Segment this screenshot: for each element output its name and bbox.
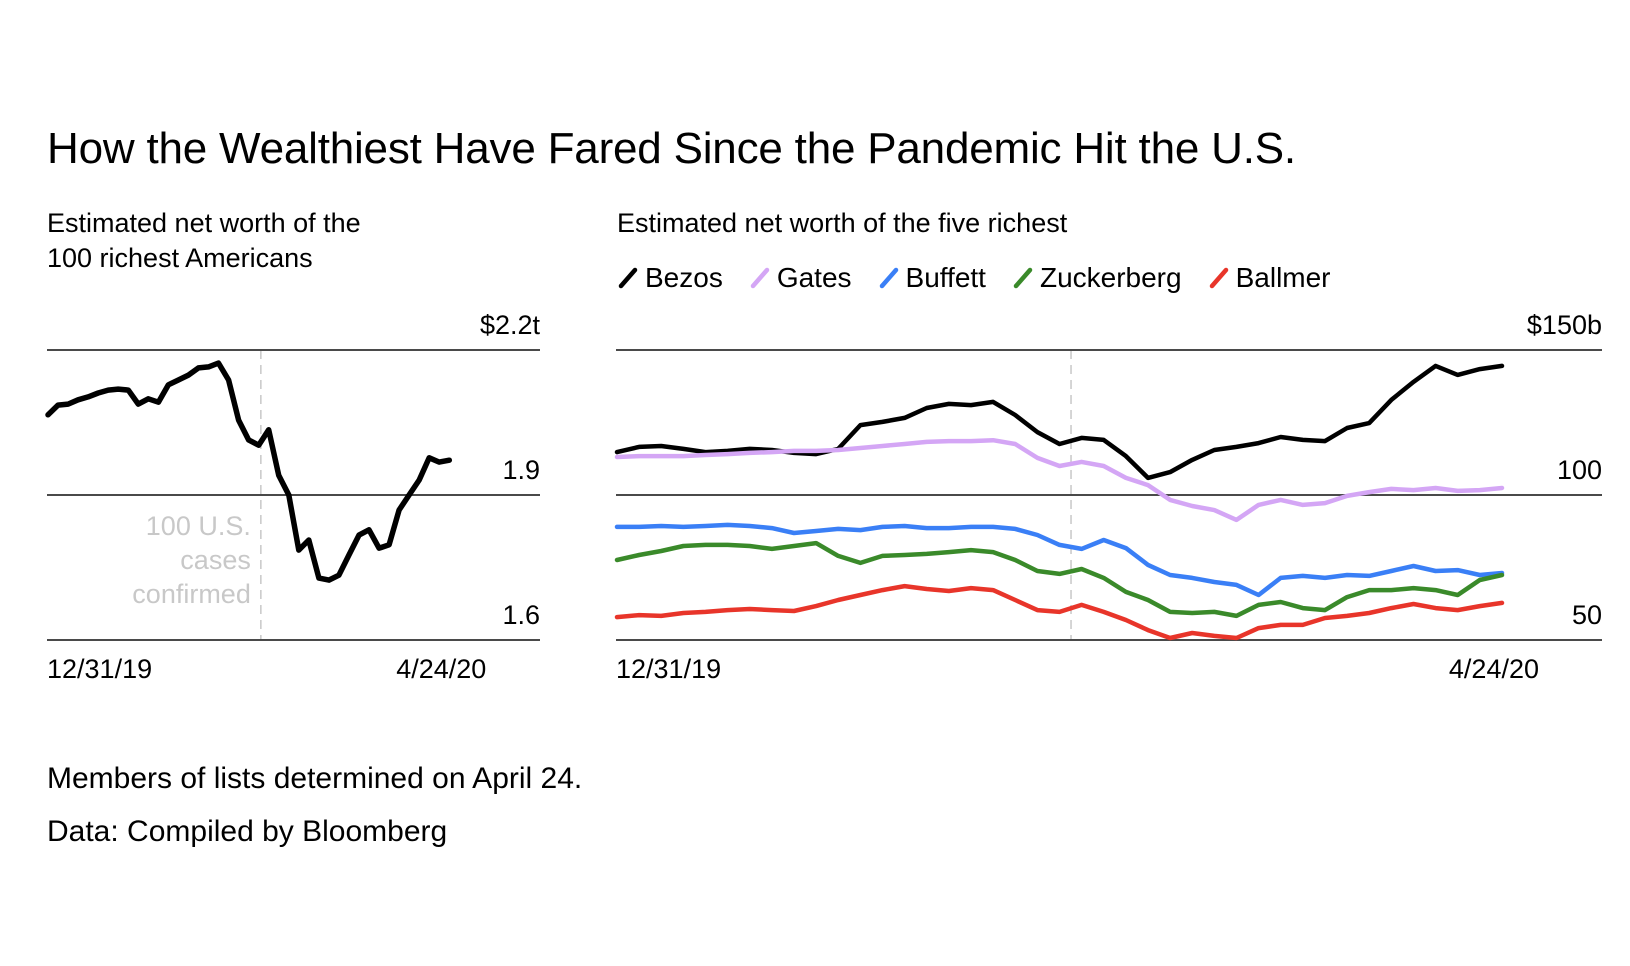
left-series-top-100	[45, 360, 453, 583]
legend-item-buffett: Buffett	[878, 262, 986, 294]
left-annotation-text: confirmed	[132, 579, 251, 609]
right-series-zuckerberg	[614, 540, 1505, 619]
right-series-buffett	[614, 522, 1505, 598]
right-x-tick-label: 4/24/20	[1449, 654, 1539, 684]
left-chart-subtitle: Estimated net worth of the 100 richest A…	[47, 206, 361, 276]
left-annotation-text: cases	[180, 545, 251, 575]
legend-swatch-buffett-icon	[879, 267, 898, 289]
legend-item-ballmer: Ballmer	[1208, 262, 1331, 294]
legend-item-bezos: Bezos	[617, 262, 723, 294]
right-x-tick-label: 12/31/19	[616, 654, 721, 684]
left-y-tick-label: 1.6	[502, 600, 540, 630]
legend-swatch-zuckerberg-icon	[1013, 267, 1033, 289]
legend: Bezos Gates Buffett Zuckerberg Ballmer	[617, 262, 1331, 294]
legend-swatch-gates-icon	[750, 267, 770, 289]
right-y-tick-label: 50	[1572, 600, 1602, 630]
footer-source: Data: Compiled by Bloomberg	[47, 815, 448, 848]
chart-title: How the Wealthiest Have Fared Since the …	[47, 124, 1296, 173]
left-y-tick-label: $2.2t	[480, 310, 541, 340]
legend-label-gates: Gates	[776, 262, 852, 293]
legend-label-ballmer: Ballmer	[1235, 262, 1331, 293]
right-y-tick-label: $150b	[1527, 310, 1602, 340]
right-series-gates	[614, 437, 1505, 523]
left-subtitle-line-1: Estimated net worth of the	[47, 208, 361, 238]
legend-swatch-ballmer-icon	[1209, 267, 1228, 289]
right-chart-subtitle: Estimated net worth of the five richest	[617, 208, 1068, 238]
left-x-tick-label: 12/31/19	[47, 654, 152, 684]
footer-note: Members of lists determined on April 24.	[47, 762, 583, 795]
legend-label-buffett: Buffett	[905, 262, 986, 293]
left-x-tick-label: 4/24/20	[396, 654, 486, 684]
legend-item-zuckerberg: Zuckerberg	[1012, 262, 1182, 294]
legend-item-gates: Gates	[749, 262, 852, 294]
legend-label-bezos: Bezos	[645, 262, 723, 293]
left-y-tick-label: 1.9	[502, 455, 540, 485]
right-y-tick-label: 100	[1557, 455, 1602, 485]
legend-label-zuckerberg: Zuckerberg	[1039, 262, 1182, 293]
left-annotation-text: 100 U.S.	[146, 511, 251, 541]
left-subtitle-line-2: 100 richest Americans	[47, 243, 313, 273]
legend-swatch-bezos-icon	[618, 267, 638, 289]
right-series-bezos	[614, 363, 1505, 481]
right-series-ballmer	[614, 583, 1505, 641]
